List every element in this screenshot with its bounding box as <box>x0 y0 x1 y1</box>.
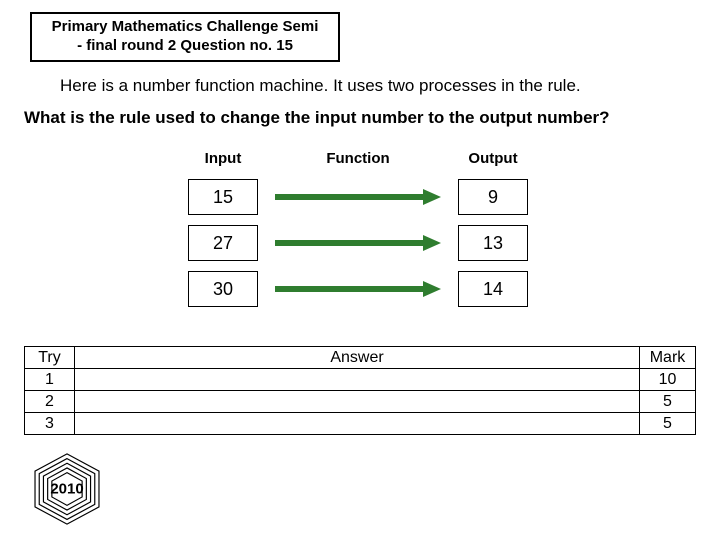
fm-input-cell: 15 <box>188 179 258 215</box>
col-head-answer: Answer <box>75 347 640 369</box>
fm-headers: Input Function Output <box>188 150 528 167</box>
cell-try: 1 <box>25 369 75 391</box>
table-row: 1 10 <box>25 369 696 391</box>
col-head-try: Try <box>25 347 75 369</box>
arrow-icon <box>273 277 443 301</box>
fm-row: 27 13 <box>188 225 528 261</box>
cell-answer <box>75 413 640 435</box>
cell-mark: 10 <box>640 369 696 391</box>
table-row: 3 5 <box>25 413 696 435</box>
fm-output-cell: 14 <box>458 271 528 307</box>
fm-output-cell: 13 <box>458 225 528 261</box>
cell-answer <box>75 391 640 413</box>
fm-input-cell: 27 <box>188 225 258 261</box>
cell-mark: 5 <box>640 413 696 435</box>
table-row: 2 5 <box>25 391 696 413</box>
answer-table: Try Answer Mark 1 10 2 5 3 5 <box>24 346 696 435</box>
fm-head-input: Input <box>188 150 258 167</box>
cell-try: 3 <box>25 413 75 435</box>
table-header-row: Try Answer Mark <box>25 347 696 369</box>
arrow-icon <box>273 231 443 255</box>
cell-mark: 5 <box>640 391 696 413</box>
cell-answer <box>75 369 640 391</box>
title-box: Primary Mathematics Challenge Semi - fin… <box>30 12 340 62</box>
title-line-1: Primary Mathematics Challenge Semi <box>42 18 328 37</box>
question-text: What is the rule used to change the inpu… <box>24 108 610 128</box>
badge-year: 2010 <box>50 481 83 498</box>
col-head-mark: Mark <box>640 347 696 369</box>
cell-try: 2 <box>25 391 75 413</box>
intro-text: Here is a number function machine. It us… <box>60 76 581 96</box>
arrow-icon <box>273 185 443 209</box>
function-machine: Input Function Output 15 9 27 13 30 14 <box>188 150 528 317</box>
fm-head-output: Output <box>458 150 528 167</box>
fm-row: 15 9 <box>188 179 528 215</box>
title-line-2: - final round 2 Question no. 15 <box>42 37 328 56</box>
fm-head-function: Function <box>273 150 443 167</box>
fm-input-cell: 30 <box>188 271 258 307</box>
year-badge: 2010 <box>28 450 106 528</box>
fm-row: 30 14 <box>188 271 528 307</box>
fm-output-cell: 9 <box>458 179 528 215</box>
